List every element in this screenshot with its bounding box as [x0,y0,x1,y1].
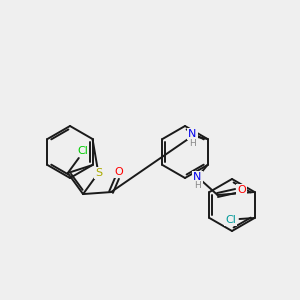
Text: Cl: Cl [77,146,88,156]
Text: N: N [193,172,202,182]
Text: O: O [237,185,246,195]
Text: H: H [194,182,201,190]
Text: S: S [95,168,102,178]
Text: N: N [188,129,197,139]
Text: H: H [189,139,196,148]
Text: O: O [115,167,123,177]
Text: Cl: Cl [225,215,236,225]
